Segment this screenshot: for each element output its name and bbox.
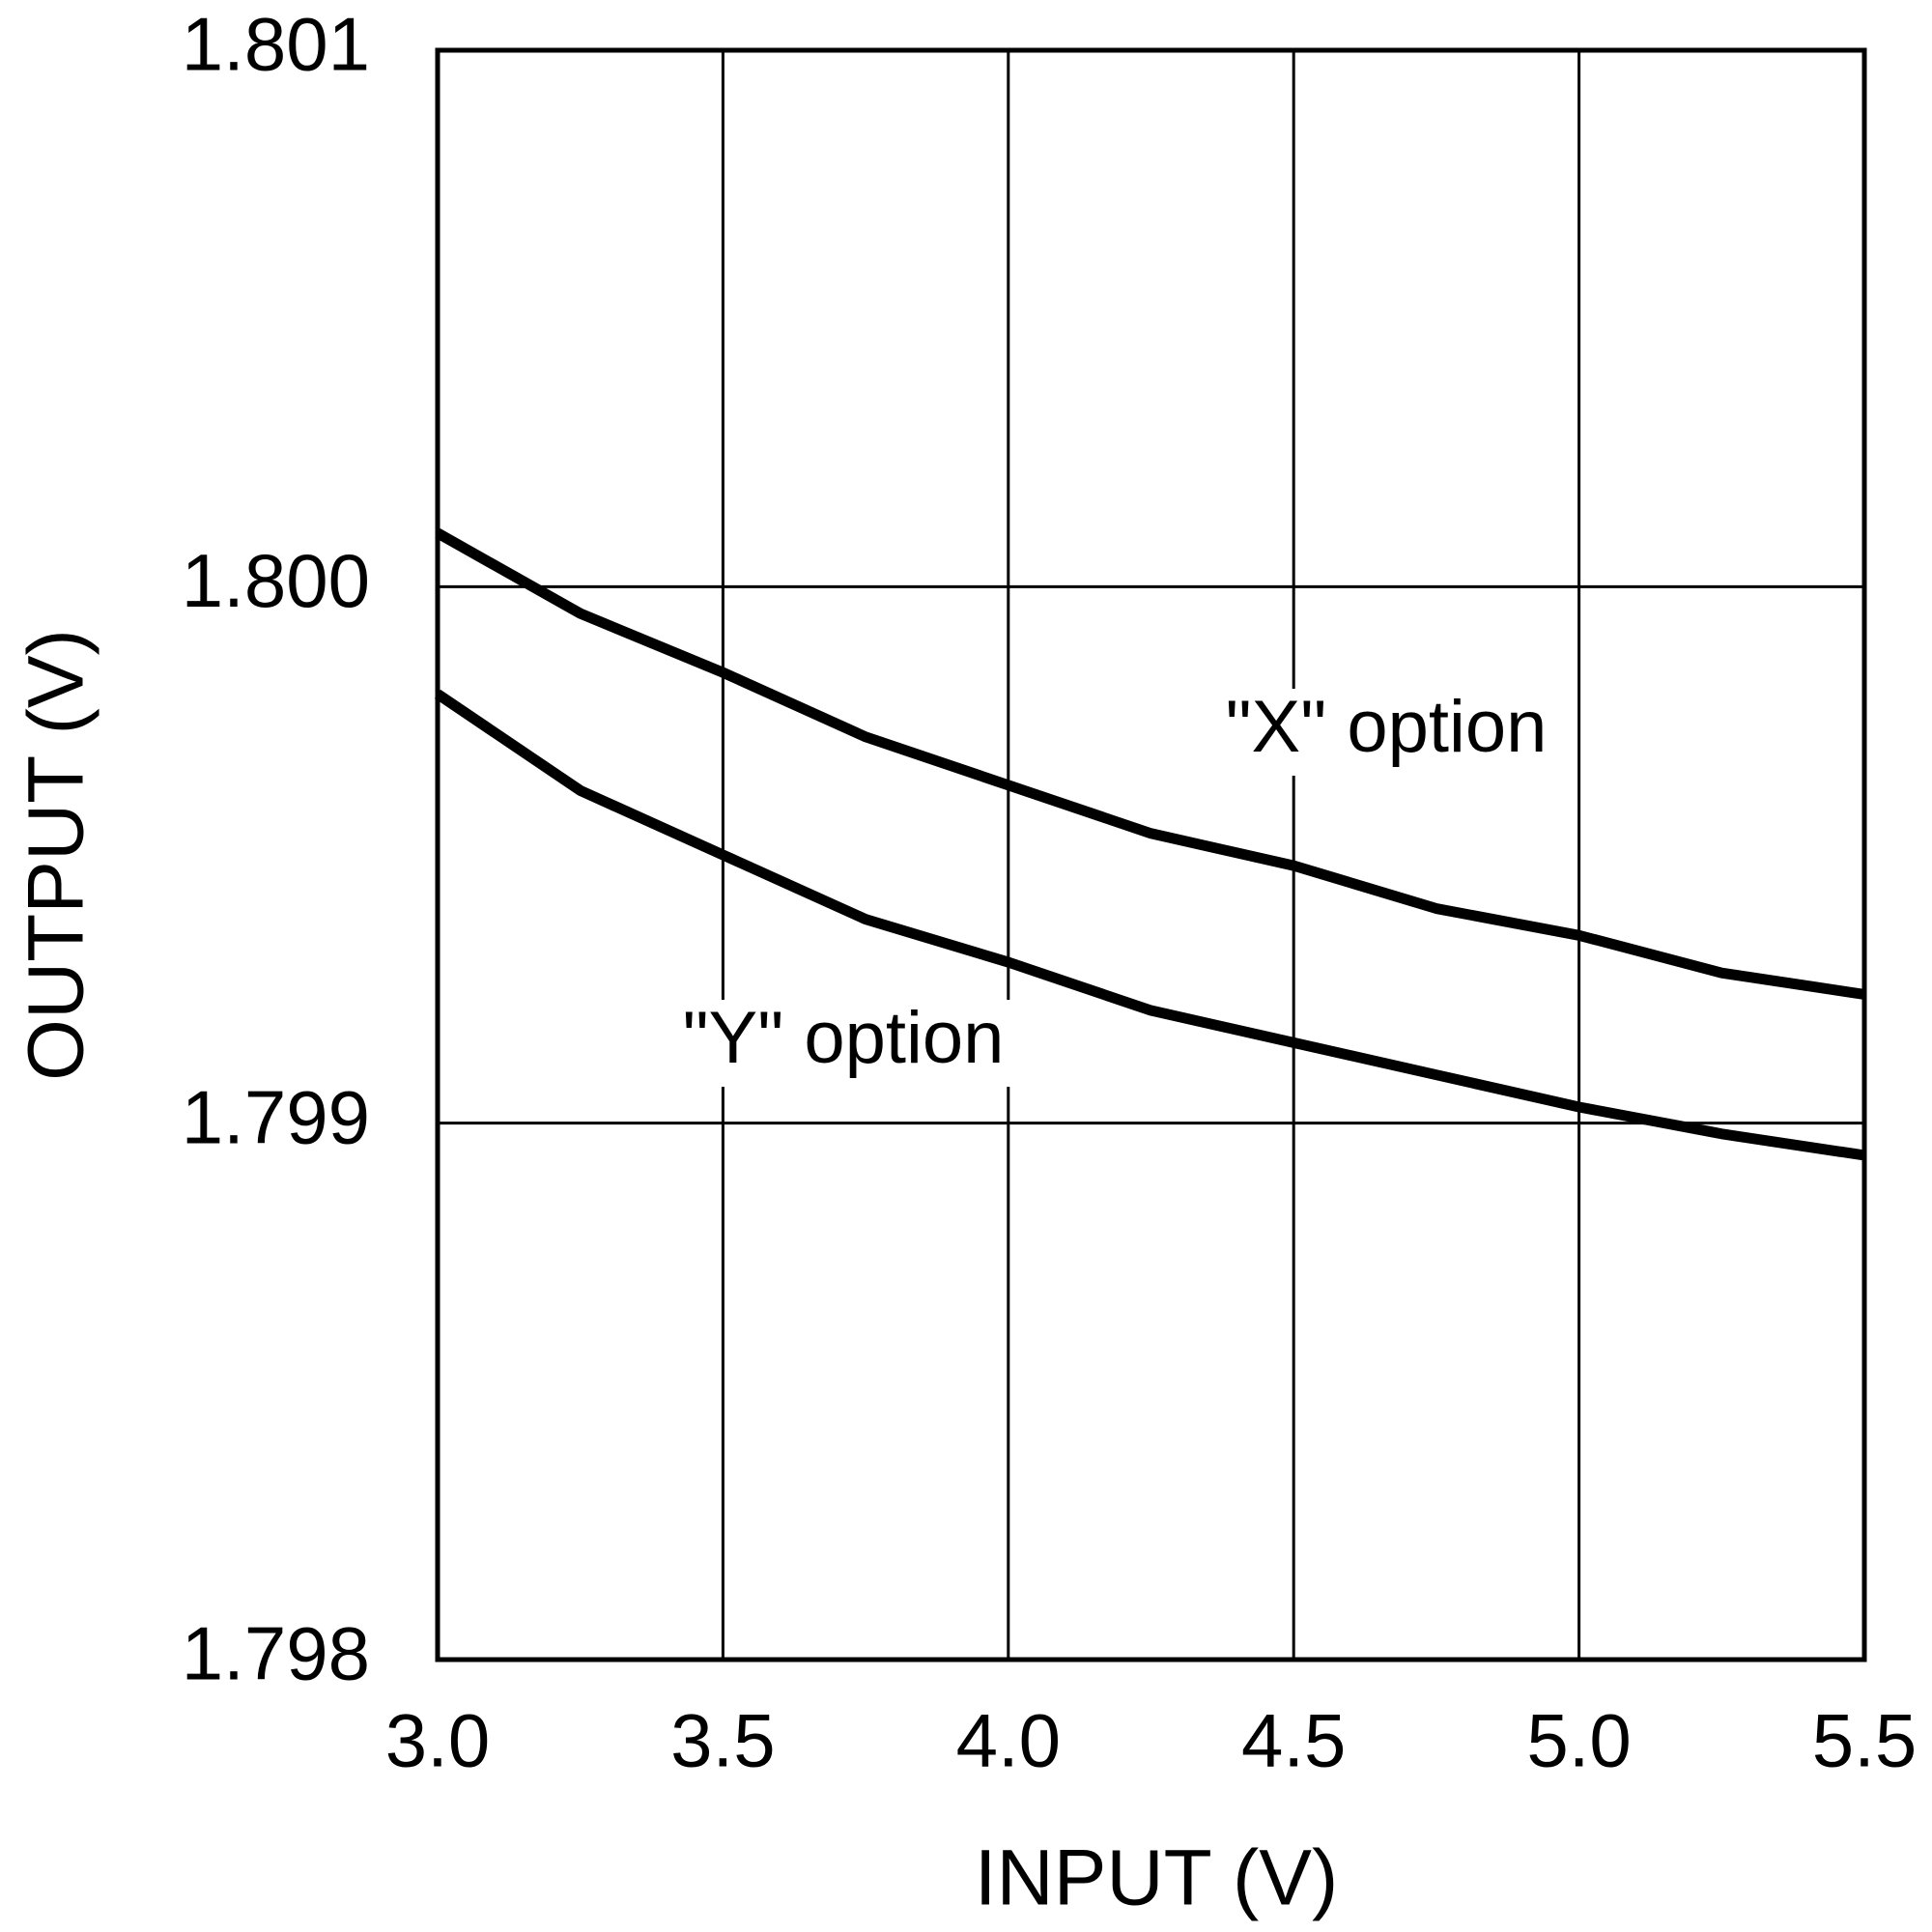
series-label: "X" option <box>1226 686 1548 768</box>
series-label-bg <box>655 1000 1032 1087</box>
y-tick-label: 1.799 <box>182 1074 370 1159</box>
y-tick-label: 1.801 <box>182 2 370 87</box>
series-label-bg <box>1198 689 1575 776</box>
y-tick-label: 1.798 <box>182 1611 370 1696</box>
x-tick-label: 5.5 <box>1812 1698 1917 1783</box>
y-tick-label: 1.800 <box>182 538 370 623</box>
x-axis-title: INPUT (V) <box>975 1834 1339 1922</box>
x-tick-label: 5.0 <box>1526 1698 1631 1783</box>
data-line <box>435 528 1865 1000</box>
x-tick-label: 4.0 <box>956 1698 1061 1783</box>
x-tick-label: 4.5 <box>1241 1698 1346 1783</box>
x-tick-label: 3.5 <box>670 1698 775 1783</box>
y-axis-title: OUTPUT (V) <box>13 629 100 1081</box>
series-label: "Y" option <box>683 997 1005 1079</box>
data-line <box>434 689 1865 1161</box>
plot-frame <box>435 47 1867 1662</box>
x-tick-label: 3.0 <box>385 1698 490 1783</box>
